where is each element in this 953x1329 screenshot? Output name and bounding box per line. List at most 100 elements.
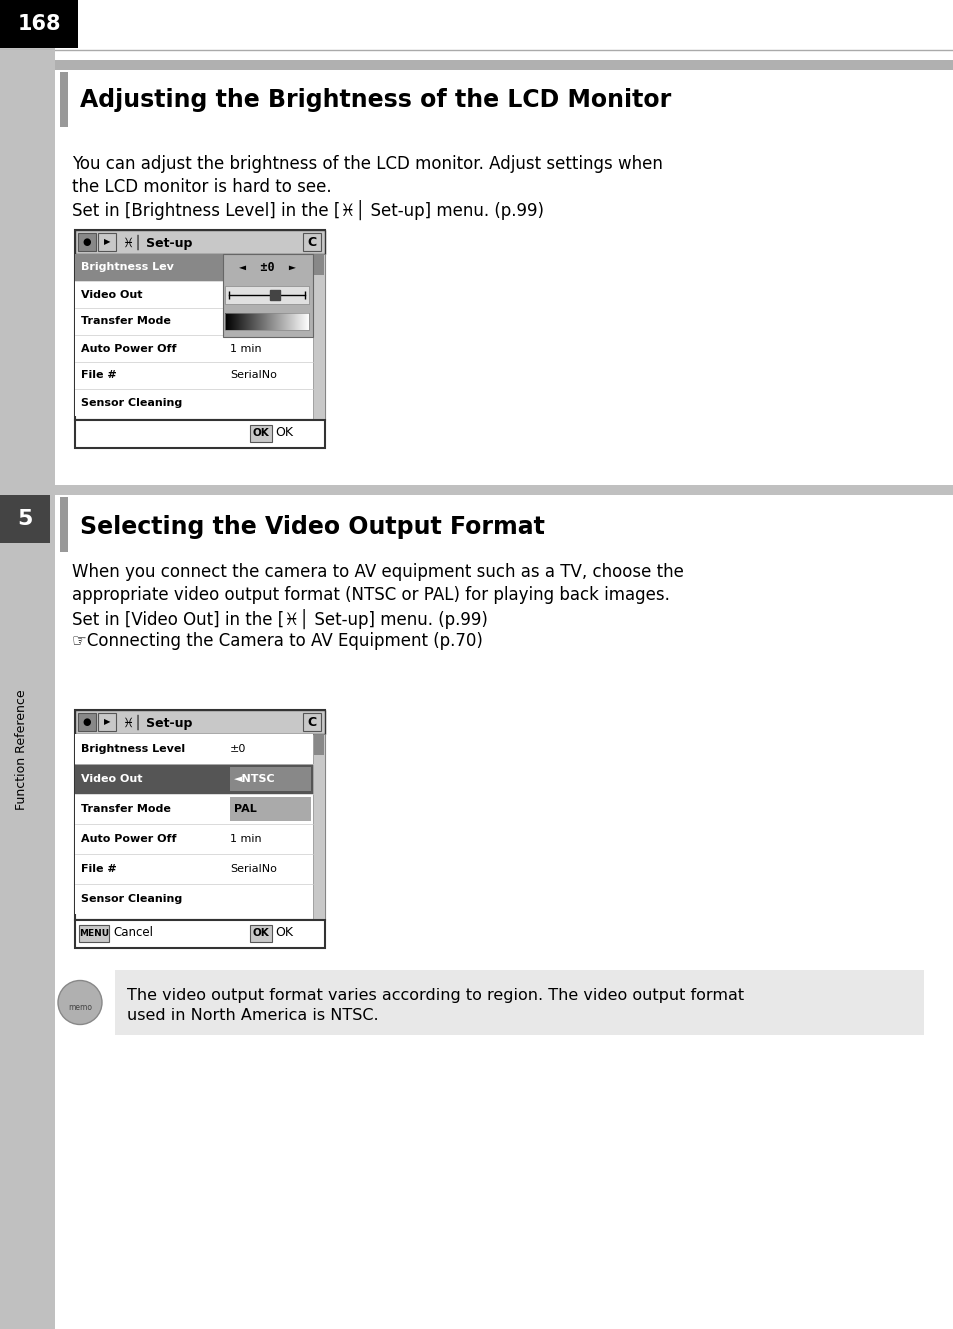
Bar [236,314,237,330]
Bar [225,314,309,330]
Text: Set in [Video Out] in the [♓│ Set-up] menu. (p.99): Set in [Video Out] in the [♓│ Set-up] me… [71,609,487,629]
Bar [292,314,293,330]
Bar [243,314,244,330]
Bar [303,712,320,731]
Bar [272,314,273,330]
Text: File #: File # [81,371,116,380]
Text: ▶: ▶ [104,718,111,727]
Text: Video Out: Video Out [81,773,142,784]
Bar [275,314,276,330]
Text: used in North America is NTSC.: used in North America is NTSC. [127,1007,378,1023]
Text: ±0: ±0 [230,744,246,754]
Text: Set in [Brightness Level] in the [♓│ Set-up] menu. (p.99): Set in [Brightness Level] in the [♓│ Set… [71,199,543,221]
Text: 1 min: 1 min [230,835,261,844]
Bar [295,314,296,330]
Bar [270,314,271,330]
Text: SerialNo: SerialNo [230,371,276,380]
Text: Sensor Cleaning: Sensor Cleaning [81,894,182,904]
Bar [250,425,272,443]
Text: SerialNo: SerialNo [230,864,276,874]
Bar [289,314,290,330]
Bar [274,314,275,330]
Text: ▶: ▶ [104,238,111,246]
Bar [251,314,252,330]
Bar [75,335,313,361]
Bar [75,710,325,920]
Text: OK: OK [253,428,269,439]
Text: When you connect the camera to AV equipment such as a TV, choose the: When you connect the camera to AV equipm… [71,563,683,581]
Bar [78,233,96,251]
Bar [75,280,313,308]
Bar [280,314,281,330]
Bar [276,314,277,330]
Bar [247,314,248,330]
Bar [79,925,109,942]
Text: Video Out: Video Out [81,290,142,299]
Bar [55,494,953,556]
Text: ♓│ Set-up: ♓│ Set-up [123,234,193,250]
Text: the LCD monitor is hard to see.: the LCD monitor is hard to see. [71,178,332,195]
Bar [263,314,264,330]
Bar [115,970,923,1035]
Text: 168: 168 [17,15,61,35]
Bar [230,767,311,791]
Bar [250,314,251,330]
Bar [227,314,228,330]
Bar [303,233,320,251]
Text: ◄  ±0  ►: ◄ ±0 ► [239,260,296,274]
Bar [313,254,325,420]
Bar [75,824,313,855]
Bar [233,314,234,330]
Bar [55,60,953,70]
Text: OK: OK [274,427,293,440]
Bar [0,51,55,1329]
Bar [60,72,68,128]
Bar [235,314,236,330]
Text: You can adjust the brightness of the LCD monitor. Adjust settings when: You can adjust the brightness of the LCD… [71,155,662,173]
Bar [296,314,297,330]
Bar [0,0,55,1329]
Bar [299,314,301,330]
Bar [265,314,266,330]
Bar [75,254,313,280]
Bar [75,230,325,254]
Bar [287,314,288,330]
Bar [0,0,78,48]
Bar [264,314,265,330]
Bar [269,314,270,330]
Bar [225,286,309,303]
Bar [0,485,953,494]
Bar [234,314,235,330]
Text: 5: 5 [17,509,32,529]
Bar [229,314,230,330]
Text: Brightness Lev: Brightness Lev [81,263,173,272]
Bar [253,314,254,330]
Bar [75,389,313,416]
Bar [261,314,262,330]
Bar [75,764,313,793]
Text: Selecting the Video Output Format: Selecting the Video Output Format [80,516,544,540]
Bar [98,233,116,251]
Bar [75,920,325,948]
Bar [230,314,231,330]
Bar [283,314,284,330]
Bar [284,314,285,330]
Bar [75,734,313,764]
Bar [242,314,243,330]
Bar [250,925,272,942]
Bar [306,314,307,330]
Text: ♓│ Set-up: ♓│ Set-up [123,714,193,730]
Text: Function Reference: Function Reference [15,690,29,811]
Bar [267,314,268,330]
Text: ●: ● [83,237,91,247]
Text: File #: File # [81,864,116,874]
Bar [230,797,311,821]
Bar [288,314,289,330]
Text: The video output format varies according to region. The video output format: The video output format varies according… [127,987,743,1003]
Bar [290,314,291,330]
Text: PAL: PAL [233,804,256,813]
Text: appropriate video output format (NTSC or PAL) for playing back images.: appropriate video output format (NTSC or… [71,586,669,603]
Bar [277,314,278,330]
Bar [240,314,241,330]
Text: MENU: MENU [79,929,109,937]
